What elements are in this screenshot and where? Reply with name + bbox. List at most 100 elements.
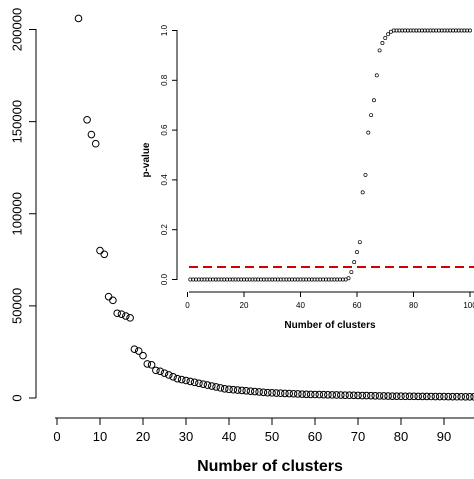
main-data-point [332,391,341,399]
inset-data-point [270,277,275,282]
inset-data-point [250,277,255,282]
main-data-point [328,391,337,399]
inset-data-point [323,277,328,282]
main-data-point [268,389,276,397]
inset-data-point [202,277,207,282]
main-y-tick-label: 150000 [9,100,24,143]
inset-data-point [264,277,269,282]
main-x-tick-label: 90 [437,429,451,444]
main-data-point [169,373,177,381]
inset-data-point [355,250,359,255]
main-data-point [354,391,362,400]
inset-data-point [332,277,337,282]
main-data-point [259,388,268,397]
inset-data-point [213,277,218,282]
inset-data-point [216,277,221,282]
inset-data-point [321,277,326,282]
inset-data-point [188,277,193,282]
inset-data-point [408,28,413,33]
main-data-point [276,389,285,398]
main-data-point [302,390,311,399]
inset-plot: 0.0 0.2 0.4 0.6 0.8 1.0 0 20 40 60 80 100 Number o… [141,18,474,331]
main-data-point [156,367,164,376]
inset-data-point [346,276,351,281]
inset-data-point [352,260,357,265]
main-plot: 0 50000 100000 150000 200000 0 10 20 30 40 50 60 70… [9,8,474,475]
main-data-point [367,391,375,400]
inset-data-point [230,277,235,282]
main-x-tick-label: 60 [308,429,322,444]
inset-data-point [290,277,294,282]
inset-data-point [456,28,461,33]
inset-data-point [261,277,266,282]
inset-data-point [239,277,244,282]
main-x-tick-label: 10 [93,429,107,444]
inset-data-point [256,277,261,282]
main-data-point [345,391,354,400]
inset-data-point [462,28,467,33]
inset-data-point [383,36,388,40]
inset-data-point [312,277,317,282]
inset-data-point [363,172,368,177]
main-data-point [195,379,203,388]
inset-x-tick-label: 0 [185,301,190,310]
inset-data-point [236,277,241,282]
main-data-point [285,389,294,398]
main-data-point [388,392,397,400]
inset-data-point [425,28,430,33]
inset-data-point [233,277,238,282]
inset-data-point [340,277,345,282]
main-data-point [242,387,250,395]
inset-data-point [208,277,213,282]
inset-data-point [329,277,334,282]
inset-data-point [349,270,354,274]
inset-data-point [304,277,309,282]
main-data-point [212,383,220,391]
main-data-point [225,385,233,394]
inset-data-point [196,277,201,282]
inset-y-tick-label: 0.6 [160,124,169,136]
main-data-point [401,392,410,401]
main-data-point [130,345,139,353]
main-x-tick-label: 0 [53,429,60,444]
main-data-point [186,377,195,386]
main-data-point [294,390,302,398]
main-data-point [83,115,91,124]
main-data-point [104,292,113,301]
main-data-point [384,392,392,400]
main-data-point [371,391,380,400]
inset-data-point [227,277,232,282]
inset-data-point [259,277,263,282]
main-data-point [405,392,414,401]
inset-data-point [459,28,464,33]
main-data-point [298,390,306,398]
inset-y-axis-title: p-value [141,142,152,177]
main-data-point [289,389,298,398]
inset-data-point [436,28,441,33]
inset-y-tick-label: 0.4 [160,174,169,186]
inset-data-point [194,277,198,282]
inset-data-point [281,277,286,282]
inset-data-point [434,28,439,33]
main-y-tick-label: 0 [9,394,24,401]
main-data-point [272,389,281,397]
main-data-point [109,296,117,305]
inset-data-point [394,28,399,33]
main-data-point [427,392,435,401]
inset-x-axis-title: Number of clusters [284,320,376,331]
inset-data-point [448,28,453,33]
inset-data-point [377,48,382,53]
main-data-point [229,385,238,394]
main-data-point [87,130,96,139]
main-data-point [337,391,345,399]
inset-data-point [191,277,196,282]
inset-data-point [225,277,229,282]
main-data-point [220,384,229,393]
main-data-point [358,391,367,400]
inset-data-point [318,277,323,282]
inset-data-point [403,28,407,33]
main-data-point [431,392,440,401]
main-x-axis-title: Number of clusters [197,458,343,474]
main-data-point [444,392,453,401]
